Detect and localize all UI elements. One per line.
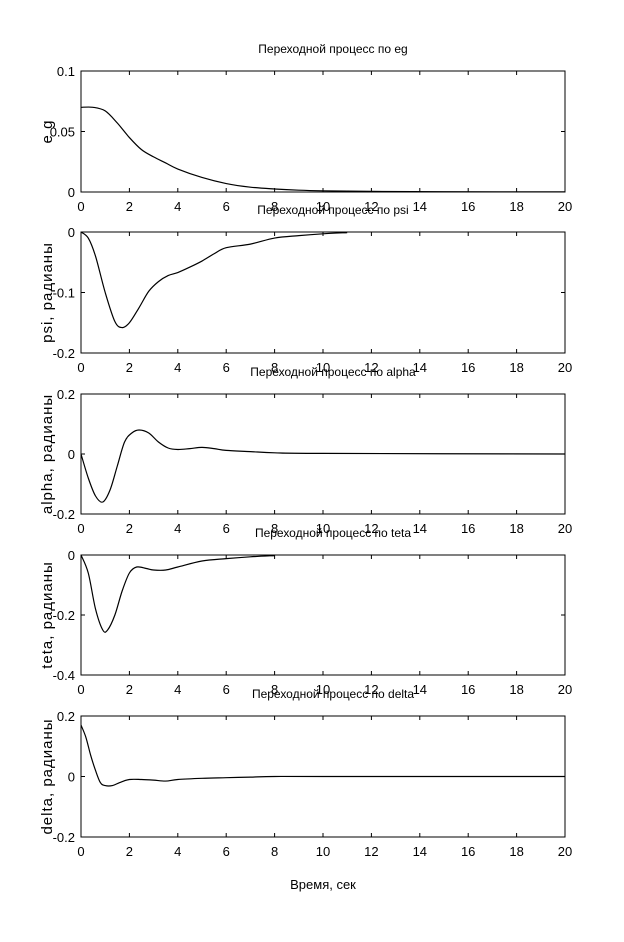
x-tick-label: 6 xyxy=(223,682,230,697)
x-tick-label: 0 xyxy=(77,844,84,859)
y-axis-label: alpha, радианы xyxy=(39,394,56,514)
subplot-1: Переходной процесс по eg e g 0 2 4 6 8 10 12 14 16… xyxy=(39,42,572,214)
x-tick-label: 14 xyxy=(413,521,427,536)
x-tick-label: 4 xyxy=(174,844,181,859)
subplot-3: Переходной процесс по alpha alpha, радиан… xyxy=(39,365,572,536)
x-tick-label: 20 xyxy=(558,844,572,859)
chart-title: Переходной процесс по teta xyxy=(255,526,411,540)
x-tick-label: 0 xyxy=(77,199,84,214)
chart-title: Переходной процесс по eg xyxy=(258,42,407,56)
y-tick-label: 0.05 xyxy=(50,125,75,140)
series-line-1 xyxy=(80,106,566,193)
series-line-1 xyxy=(80,429,566,503)
series-line-1 xyxy=(80,724,565,787)
x-tick-label: 20 xyxy=(558,521,572,536)
x-tick-label: 4 xyxy=(174,360,181,375)
x-tick-label: 8 xyxy=(271,360,278,375)
x-tick-label: 18 xyxy=(509,521,523,536)
x-tick-label: 16 xyxy=(461,360,475,375)
x-tick-label: 2 xyxy=(126,521,133,536)
x-tick-label: 18 xyxy=(509,682,523,697)
subplot-2: Переходной процесс по psi psi, радианы 0 2 4… xyxy=(39,203,572,375)
x-tick-label: 0 xyxy=(77,360,84,375)
x-tick-label: 8 xyxy=(271,199,278,214)
x-tick-label: 10 xyxy=(316,521,330,536)
y-tick-label: 0 xyxy=(68,225,75,240)
x-tick-label: 12 xyxy=(364,360,378,375)
x-tick-label: 14 xyxy=(413,844,427,859)
x-tick-label: 18 xyxy=(509,360,523,375)
x-tick-label: 2 xyxy=(126,360,133,375)
y-tick-label: -0.2 xyxy=(53,830,75,845)
x-tick-label: 6 xyxy=(223,360,230,375)
y-tick-label: 0 xyxy=(68,447,75,462)
chart-title: Переходной процесс по delta xyxy=(252,687,414,701)
y-tick-label: 0 xyxy=(68,770,75,785)
x-tick-label: 16 xyxy=(461,844,475,859)
y-tick-label: -0.4 xyxy=(53,668,75,683)
x-tick-label: 20 xyxy=(558,199,572,214)
x-tick-label: 20 xyxy=(558,682,572,697)
x-tick-label: 8 xyxy=(271,682,278,697)
y-tick-label: -0.2 xyxy=(53,346,75,361)
chart-title: Переходной процесс по psi xyxy=(257,203,408,217)
x-tick-label: 4 xyxy=(174,199,181,214)
x-tick-label: 6 xyxy=(223,521,230,536)
axes-frame xyxy=(80,554,566,676)
y-tick-label: -0.2 xyxy=(53,507,75,522)
y-tick-label: 0 xyxy=(68,185,75,200)
x-tick-label: 16 xyxy=(461,682,475,697)
x-tick-label: 0 xyxy=(77,682,84,697)
x-axis-label: Время, сек xyxy=(290,877,356,892)
x-tick-label: 18 xyxy=(509,199,523,214)
x-tick-label: 10 xyxy=(316,844,330,859)
y-axis-label: teta, радианы xyxy=(39,561,56,669)
y-tick-label: 0.2 xyxy=(57,709,75,724)
x-tick-label: 8 xyxy=(271,844,278,859)
x-tick-label: 2 xyxy=(126,844,133,859)
x-tick-label: 2 xyxy=(126,682,133,697)
x-tick-label: 10 xyxy=(316,199,330,214)
y-axis-label: e g xyxy=(39,120,56,144)
x-tick-label: 16 xyxy=(461,521,475,536)
chart-title: Переходной процесс по alpha xyxy=(250,365,416,379)
axes-frame xyxy=(80,70,566,193)
series-line-1 xyxy=(80,554,275,633)
x-tick-label: 14 xyxy=(413,360,427,375)
subplot-5: Переходной процесс по delta delta, радиан… xyxy=(39,687,572,892)
y-tick-label: 0.1 xyxy=(57,64,75,79)
x-tick-label: 14 xyxy=(413,682,427,697)
x-tick-label: 18 xyxy=(509,844,523,859)
y-tick-label: 0 xyxy=(68,548,75,563)
x-tick-label: 8 xyxy=(271,521,278,536)
subplot-4: Переходной процесс по teta teta, радианы 0… xyxy=(39,526,572,697)
series-line-1 xyxy=(80,231,348,329)
x-tick-label: 2 xyxy=(126,199,133,214)
x-tick-label: 12 xyxy=(364,844,378,859)
x-tick-label: 6 xyxy=(223,199,230,214)
x-tick-label: 4 xyxy=(174,521,181,536)
x-tick-label: 6 xyxy=(223,844,230,859)
x-tick-label: 12 xyxy=(364,682,378,697)
x-tick-label: 12 xyxy=(364,199,378,214)
x-tick-label: 10 xyxy=(316,682,330,697)
x-tick-label: 12 xyxy=(364,521,378,536)
x-tick-label: 14 xyxy=(413,199,427,214)
x-tick-label: 0 xyxy=(77,521,84,536)
x-tick-label: 4 xyxy=(174,682,181,697)
y-tick-label: 0.2 xyxy=(57,387,75,402)
axes-frame xyxy=(80,231,566,354)
y-axis-label: psi, радианы xyxy=(39,242,56,343)
y-tick-label: -0.1 xyxy=(53,286,75,301)
x-tick-label: 20 xyxy=(558,360,572,375)
y-axis-label: delta, радианы xyxy=(39,718,56,834)
x-tick-label: 10 xyxy=(316,360,330,375)
x-tick-label: 16 xyxy=(461,199,475,214)
y-tick-label: -0.2 xyxy=(53,608,75,623)
